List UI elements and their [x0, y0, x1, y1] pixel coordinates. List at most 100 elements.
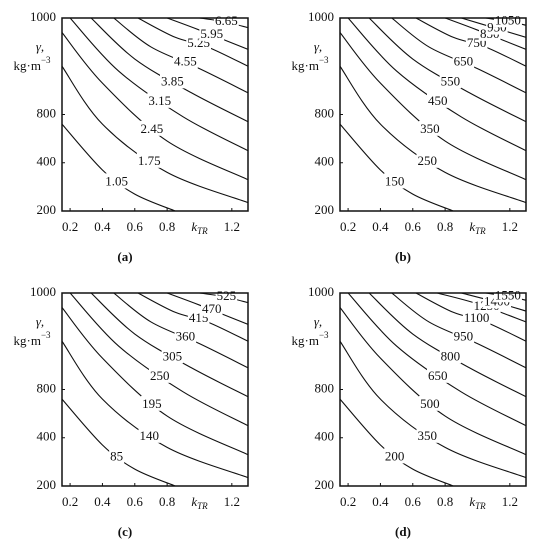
- x-tick-label: 0.4: [372, 494, 389, 509]
- label-bg: [439, 348, 462, 364]
- label-bg: [493, 287, 522, 303]
- plot-frame: [339, 17, 527, 212]
- label-bg: [462, 309, 491, 325]
- label-bg: [104, 173, 130, 189]
- y-axis-unit: kg·m−3: [291, 330, 329, 348]
- label-bg: [416, 427, 439, 443]
- label-bg: [161, 348, 184, 364]
- contour-label: 6.65: [215, 13, 238, 28]
- x-tick-label: 0.2: [62, 219, 78, 234]
- label-bg: [200, 300, 223, 316]
- y-tick-label: 200: [37, 202, 57, 217]
- label-bg: [160, 73, 185, 89]
- contour-label: 550: [441, 73, 461, 88]
- x-axis-label-main: k: [469, 219, 475, 234]
- contour-line: [340, 340, 526, 479]
- x-axis-label-main: k: [469, 494, 475, 509]
- y-tick-label: 800: [315, 380, 335, 395]
- label-bg: [173, 53, 198, 69]
- x-tick-label: 0.4: [94, 219, 111, 234]
- x-tick-label: 0.4: [372, 219, 389, 234]
- label-bg: [174, 328, 197, 344]
- y-tick-label: 200: [37, 477, 57, 492]
- x-tick-label: 0.6: [127, 494, 144, 509]
- contour-label: 200: [385, 448, 405, 463]
- contour-label: 3.15: [148, 93, 171, 108]
- x-tick-label: 0.2: [340, 494, 356, 509]
- x-tick-label: 0.6: [127, 219, 144, 234]
- y-axis-unit: kg·m−3: [13, 55, 51, 73]
- label-bg: [426, 367, 449, 383]
- contour-line: [62, 307, 248, 456]
- plot-frame: [339, 292, 527, 487]
- x-tick-label: 0.4: [94, 494, 111, 509]
- x-axis-label-sub: TR: [197, 501, 208, 511]
- y-tick-label: 800: [315, 105, 335, 120]
- label-bg: [138, 427, 161, 443]
- y-axis-unit: kg·m−3: [13, 330, 51, 348]
- label-bg: [383, 173, 406, 189]
- label-bg: [199, 25, 225, 41]
- x-axis-label: kTR: [469, 219, 486, 236]
- y-tick-label: 400: [37, 429, 57, 444]
- contour-label: 950: [454, 329, 474, 344]
- contour-label: 350: [420, 121, 440, 136]
- label-bg: [452, 328, 475, 344]
- y-tick-label: 200: [315, 477, 335, 492]
- x-tick-label: 0.6: [405, 219, 422, 234]
- contour-line: [62, 32, 248, 181]
- y-tick-label: 1000: [308, 284, 334, 299]
- x-tick-label: 0.2: [62, 494, 78, 509]
- contour-label: 250: [150, 368, 170, 383]
- x-tick-label: 1.2: [502, 219, 518, 234]
- contour-label: 4.55: [174, 54, 197, 69]
- label-bg: [419, 395, 441, 411]
- x-tick-label: 0.8: [159, 219, 175, 234]
- y-axis-label: γ,: [36, 39, 44, 54]
- contour-label: 800: [441, 348, 461, 363]
- contour-line: [166, 293, 248, 325]
- contour-label: 350: [418, 428, 438, 443]
- y-axis-label: γ,: [314, 39, 322, 54]
- label-bg: [439, 73, 462, 89]
- contour-line: [340, 307, 526, 456]
- y-axis-label: γ,: [314, 314, 322, 329]
- contour-label: 650: [428, 368, 448, 383]
- x-axis-label-sub: TR: [475, 501, 486, 511]
- label-bg: [215, 288, 238, 304]
- label-bg: [109, 448, 125, 464]
- y-tick-label: 1000: [308, 9, 334, 24]
- contour-line: [340, 32, 526, 181]
- x-tick-label: 0.6: [405, 494, 422, 509]
- label-bg: [452, 53, 475, 69]
- y-tick-label: 800: [37, 380, 57, 395]
- contour-label: 305: [163, 348, 183, 363]
- contour-line: [340, 65, 526, 204]
- x-tick-label: 1.2: [224, 219, 240, 234]
- plot-frame: [61, 292, 249, 487]
- contour-label: 2.45: [140, 121, 163, 136]
- contour-label: 470: [202, 301, 222, 316]
- y-axis-unit-sup: −3: [41, 330, 51, 340]
- x-axis-label: kTR: [191, 219, 208, 236]
- label-bg: [141, 395, 163, 411]
- contour-label: 140: [140, 428, 160, 443]
- y-tick-label: 400: [37, 154, 57, 169]
- y-axis-unit-main: kg·m: [13, 58, 40, 73]
- contour-label: 1.75: [138, 153, 161, 168]
- panel-caption: (c): [118, 524, 132, 539]
- y-tick-label: 1000: [30, 284, 56, 299]
- y-axis-unit-main: kg·m: [13, 333, 40, 348]
- contour-line: [62, 65, 248, 204]
- y-axis-unit-sup: −3: [319, 330, 329, 340]
- y-axis-unit-main: kg·m: [291, 58, 318, 73]
- contour-label: 1550: [495, 287, 521, 302]
- contour-line: [391, 18, 526, 94]
- label-bg: [148, 367, 171, 383]
- x-axis-label: kTR: [191, 494, 208, 511]
- label-bg: [383, 448, 406, 464]
- x-tick-label: 0.2: [340, 219, 356, 234]
- y-tick-label: 1000: [30, 9, 56, 24]
- contour-line: [62, 340, 248, 479]
